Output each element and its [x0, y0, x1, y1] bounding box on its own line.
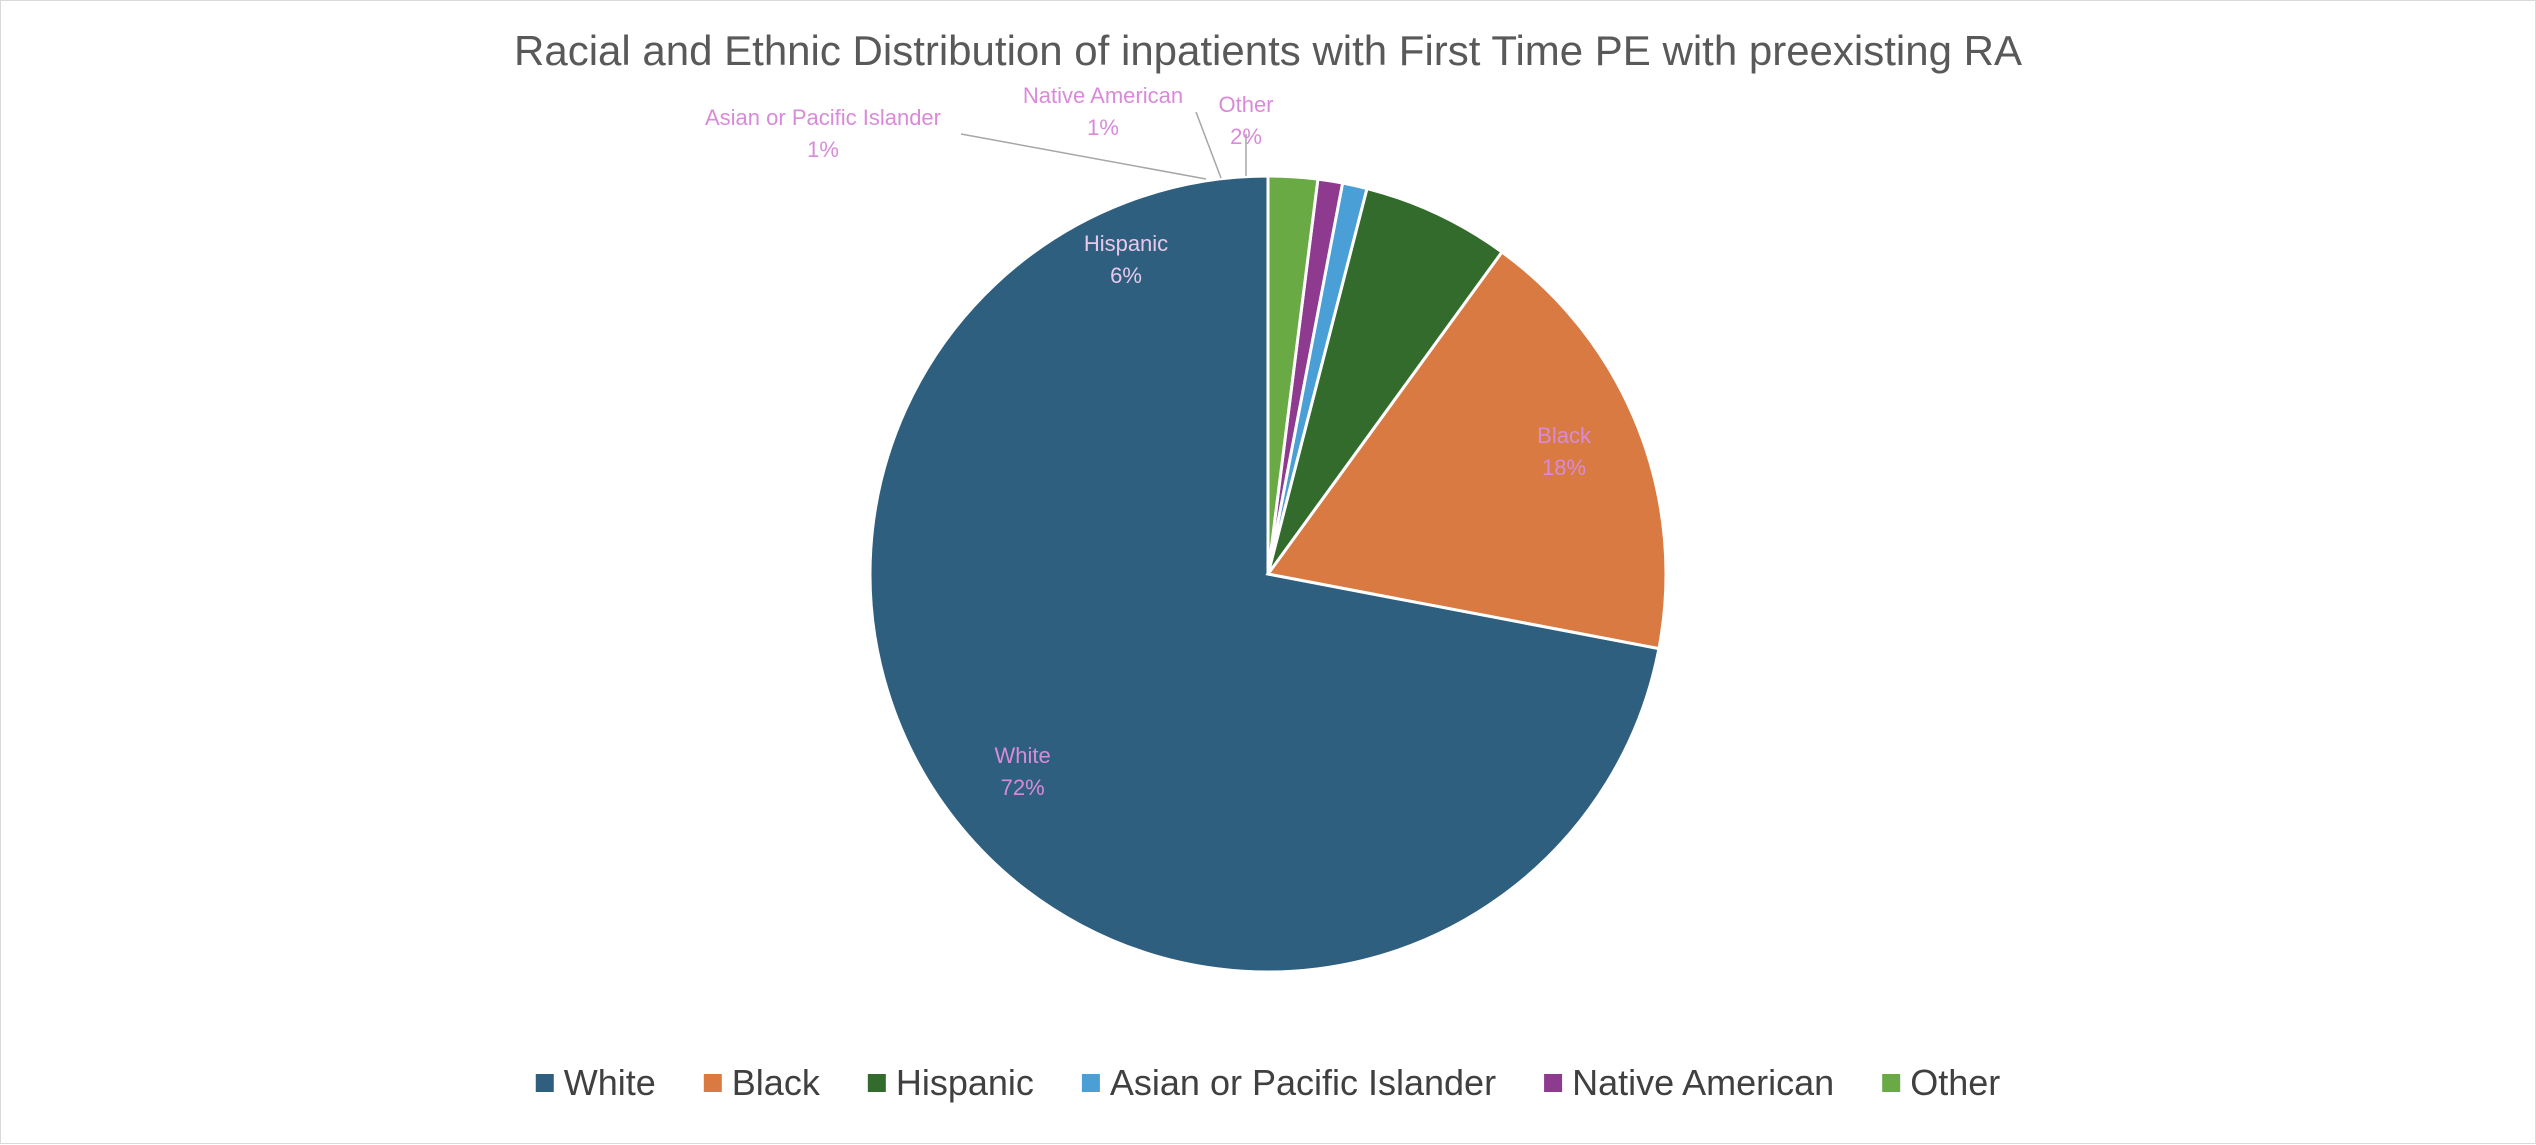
legend-swatch-white: [535, 1074, 554, 1092]
pie-slice-hispanic: [1266, 186, 1505, 575]
pie-slice-black: [1265, 249, 1668, 651]
legend-swatch-other: [1882, 1074, 1901, 1092]
data-label-percent-white: 72%: [1001, 775, 1045, 800]
data-label-percent-other: 2%: [1230, 124, 1262, 149]
data-label-percent-black: 18%: [1542, 455, 1586, 480]
pie-slice-white: [868, 174, 1661, 974]
leader-line-asian-or-pacific-islander: [960, 133, 1207, 180]
data-label-percent-hispanic: 6%: [1110, 263, 1142, 288]
legend-label-hispanic: Hispanic: [896, 1062, 1034, 1103]
data-label-percent-native-american: 1%: [1087, 115, 1119, 140]
legend-swatch-hispanic: [867, 1074, 886, 1092]
data-label-category-hispanic: Hispanic: [1084, 231, 1168, 256]
legend-label-white: White: [564, 1062, 656, 1103]
data-label-category-asian-or-pacific-islander: Asian or Pacific Islander: [705, 105, 941, 130]
legend-label-native-american: Native American: [1572, 1062, 1834, 1103]
pie-slice-other: [1266, 174, 1320, 575]
legend-swatch-native-american: [1544, 1074, 1563, 1092]
data-label-category-white: White: [995, 743, 1051, 768]
data-label-category-black: Black: [1537, 423, 1592, 448]
legend-label-black: Black: [732, 1062, 821, 1103]
legend-label-asian-or-pacific-islander: Asian or Pacific Islander: [1110, 1062, 1496, 1103]
leader-line-native-american: [1195, 111, 1222, 179]
chart-title: Racial and Ethnic Distribution of inpati…: [514, 27, 2022, 74]
data-label-category-native-american: Native American: [1023, 83, 1183, 108]
data-label-category-other: Other: [1218, 92, 1273, 117]
data-label-percent-asian-or-pacific-islander: 1%: [807, 137, 839, 162]
legend-swatch-black: [703, 1074, 722, 1092]
legend-swatch-asian-or-pacific-islander: [1081, 1074, 1100, 1092]
legend-label-other: Other: [1910, 1062, 2000, 1103]
